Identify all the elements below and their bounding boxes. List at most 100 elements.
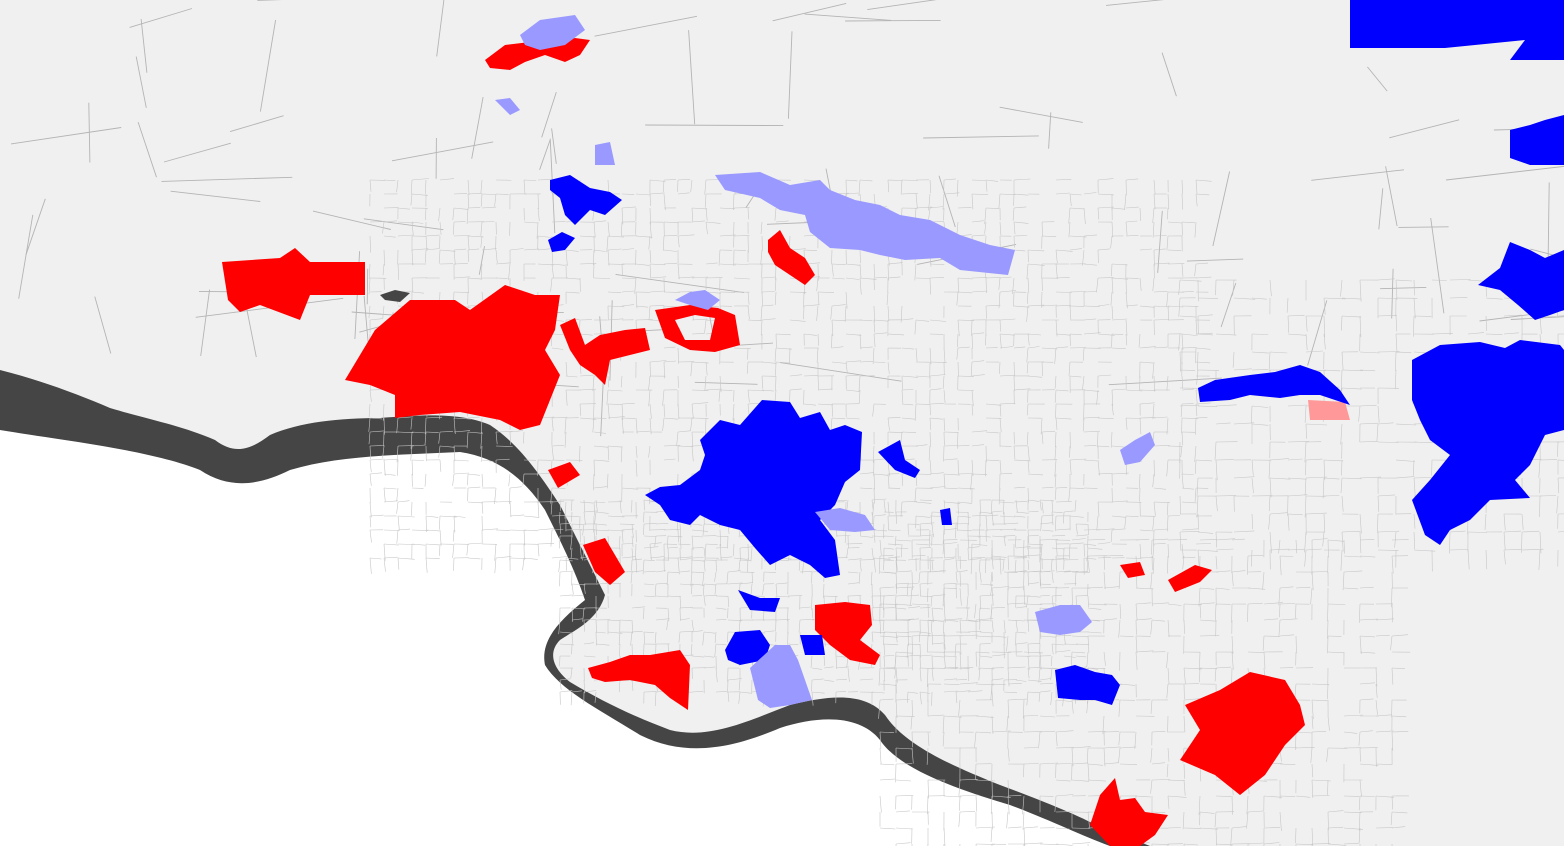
tract-boundary [1359, 651, 1376, 654]
tract-boundary [677, 276, 695, 279]
tract-boundary [747, 389, 764, 392]
blue-cluster-far-east [1412, 340, 1564, 545]
tract-boundary [955, 691, 958, 704]
tract-boundary [663, 221, 679, 224]
tract-boundary [1054, 445, 1057, 460]
tract-boundary [719, 556, 733, 559]
tract-boundary [481, 193, 497, 195]
tract-boundary [907, 594, 920, 597]
tract-boundary [1304, 441, 1307, 463]
tract-boundary [1013, 235, 1028, 237]
tract-boundary [634, 277, 637, 294]
tract-boundary [871, 547, 874, 560]
tract-boundary [312, 210, 391, 230]
tract-boundary [1343, 811, 1362, 813]
tract-boundary [618, 631, 621, 645]
tract-boundary [943, 715, 962, 718]
tract-boundary [1215, 570, 1231, 573]
tract-boundary [1055, 539, 1058, 556]
tract-boundary [931, 631, 933, 645]
tract-boundary [746, 361, 749, 374]
tract-boundary [1125, 515, 1139, 517]
tract-boundary [1503, 531, 1506, 550]
tract-boundary [509, 529, 527, 531]
tract-boundary [943, 458, 958, 461]
tract-boundary [1295, 586, 1311, 589]
tract-boundary [453, 472, 469, 475]
tract-boundary [1178, 279, 1181, 295]
tract-boundary [1050, 667, 1053, 681]
tract-boundary [1068, 543, 1071, 560]
tract-boundary [845, 333, 862, 336]
tract-boundary [1055, 501, 1072, 503]
tract-boundary [1068, 361, 1071, 377]
tract-boundary [811, 607, 813, 618]
tract-boundary [1087, 667, 1106, 669]
tract-boundary [1391, 811, 1408, 814]
tract-boundary [895, 511, 897, 524]
tract-boundary [564, 501, 567, 519]
tract-boundary [1391, 667, 1394, 685]
tract-boundary [847, 667, 850, 682]
tract-boundary [1151, 762, 1165, 765]
tract-boundary [1082, 347, 1085, 361]
tract-boundary [1179, 315, 1197, 318]
tract-boundary [1071, 699, 1087, 701]
tract-boundary [369, 235, 371, 253]
tract-boundary [1111, 221, 1114, 238]
tract-boundary [739, 546, 754, 549]
tract-boundary [1118, 571, 1121, 590]
tract-boundary [1139, 361, 1154, 364]
tract-boundary [775, 333, 791, 336]
tract-boundary [439, 543, 441, 556]
tract-boundary [551, 263, 554, 278]
tract-boundary [1247, 651, 1265, 653]
tract-boundary [901, 347, 915, 350]
tract-boundary [579, 235, 596, 238]
tract-boundary [137, 121, 157, 178]
tract-boundary [1007, 667, 1010, 687]
tract-boundary [895, 631, 909, 634]
tract-boundary [467, 193, 482, 195]
tract-boundary [655, 595, 669, 598]
tract-boundary [774, 207, 777, 221]
tract-boundary [649, 263, 651, 278]
tract-boundary [1139, 402, 1155, 405]
tract-boundary [1375, 634, 1390, 637]
tract-boundary [705, 221, 721, 224]
tract-boundary [978, 655, 981, 670]
tract-boundary [594, 691, 597, 703]
tract-boundary [1557, 459, 1564, 461]
tract-boundary [369, 515, 372, 528]
tract-boundary [1152, 557, 1155, 575]
tract-boundary [1097, 206, 1114, 209]
tract-boundary [1343, 539, 1345, 554]
tract-boundary [593, 501, 606, 503]
tract-boundary [1054, 473, 1057, 488]
tract-boundary [1026, 595, 1029, 608]
tract-boundary [537, 543, 540, 557]
tract-boundary [621, 248, 635, 251]
tract-boundary [1263, 618, 1279, 621]
tract-boundary [655, 618, 670, 621]
tract-boundary [1111, 403, 1114, 416]
tract-boundary [1279, 603, 1296, 605]
no-data-tract [380, 290, 410, 302]
tract-boundary [990, 571, 993, 586]
tract-boundary [565, 515, 579, 517]
tract-boundary [886, 291, 889, 306]
tract-boundary [583, 690, 597, 693]
tract-boundary [453, 459, 469, 462]
tract-boundary [425, 235, 428, 251]
tract-boundary [1377, 422, 1394, 425]
tract-boundary [1055, 319, 1058, 337]
tract-boundary [1139, 543, 1142, 559]
tract-boundary [1087, 619, 1106, 621]
tract-boundary [901, 431, 917, 433]
tract-boundary [1026, 263, 1029, 280]
tract-boundary [882, 619, 885, 631]
tract-boundary [1196, 369, 1199, 385]
tract-boundary [817, 333, 819, 346]
tract-boundary [871, 631, 874, 643]
